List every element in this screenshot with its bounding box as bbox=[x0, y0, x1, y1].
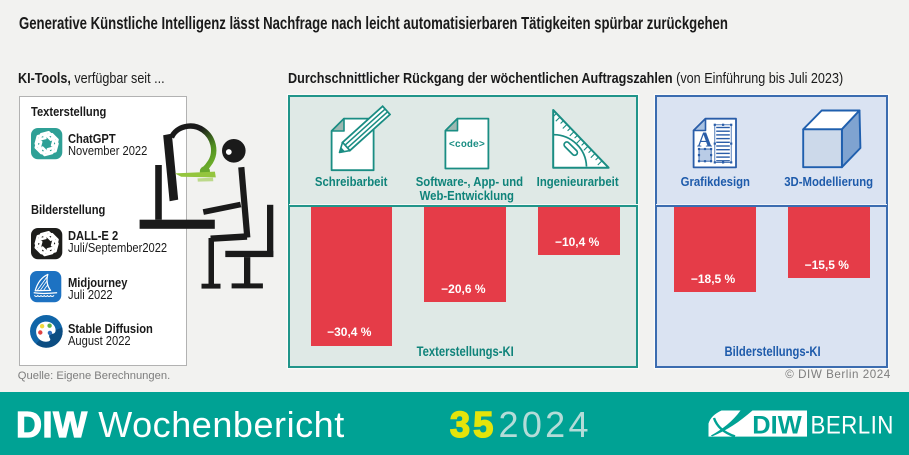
svg-text:DIW: DIW bbox=[752, 411, 801, 439]
svg-text:<code>: <code> bbox=[449, 139, 485, 151]
svg-text:A: A bbox=[697, 127, 713, 151]
svg-text:BERLIN: BERLIN bbox=[811, 411, 894, 440]
